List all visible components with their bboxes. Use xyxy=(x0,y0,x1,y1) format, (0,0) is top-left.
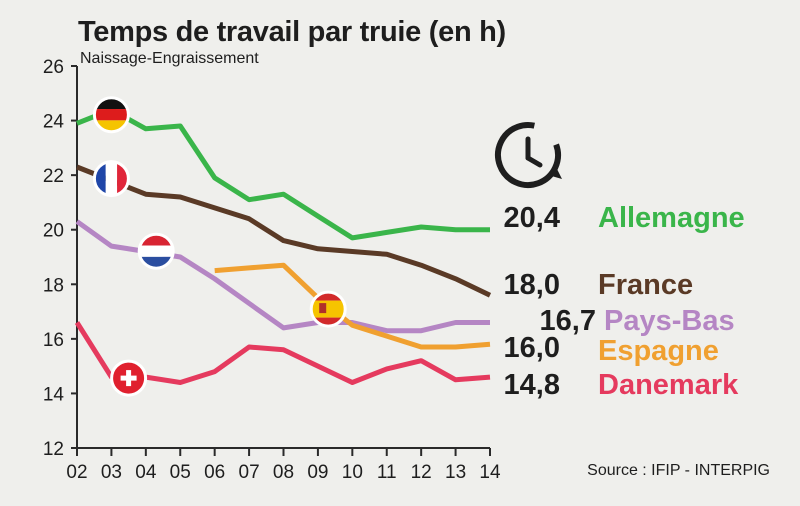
clock-refresh-icon xyxy=(495,122,562,188)
series-line-espagne xyxy=(214,262,491,350)
y-tick-label: 26 xyxy=(43,57,64,78)
netherlands-flag-icon xyxy=(137,232,175,270)
series-line-france xyxy=(76,164,492,298)
y-tick-label: 22 xyxy=(43,166,64,187)
x-tick-label: 04 xyxy=(135,462,157,483)
series-name-danemark: Danemark xyxy=(598,369,739,401)
x-tick-label: 12 xyxy=(411,462,432,483)
end-value-france: 18,0 xyxy=(504,269,560,301)
x-tick-label: 10 xyxy=(342,462,363,483)
series-line-allemagne xyxy=(76,107,490,241)
y-tick-label: 18 xyxy=(43,275,64,296)
end-value-danemark: 14,8 xyxy=(504,369,560,401)
series-lines xyxy=(74,107,492,385)
chart-title: Temps de travail par truie (en h) xyxy=(78,16,506,48)
denmark-flag-icon xyxy=(110,359,148,397)
series-name-france: France xyxy=(598,269,693,301)
chart-subtitle: Naissage-Engraissement xyxy=(80,50,259,67)
x-tick-label: 02 xyxy=(66,462,87,483)
y-tick-label: 12 xyxy=(43,439,64,460)
germany-flag-icon xyxy=(92,96,130,134)
series-flags xyxy=(92,96,347,397)
y-tick-label: 24 xyxy=(43,112,65,133)
chart-axes: 12 14 16 18 20 22 24 26 02 03 04 05 06 07 08 09 10 11 12 13… xyxy=(43,57,501,483)
x-tick-label: 11 xyxy=(377,462,397,483)
x-tick-label: 09 xyxy=(307,462,328,483)
x-tick-label: 08 xyxy=(273,462,294,483)
x-tick-label: 06 xyxy=(204,462,225,483)
y-tick-label: 16 xyxy=(43,330,64,351)
series-name-pays-bas: Pays-Bas xyxy=(604,305,735,337)
chart-source: Source : IFIP - INTERPIG xyxy=(587,462,770,479)
spain-flag-icon xyxy=(309,290,347,328)
y-tick-label: 20 xyxy=(43,221,64,242)
x-tick-label: 07 xyxy=(239,462,260,483)
x-tick-label: 13 xyxy=(445,462,466,483)
series-name-espagne: Espagne xyxy=(598,335,719,367)
x-tick-label: 03 xyxy=(101,462,122,483)
x-tick-label: 05 xyxy=(170,462,191,483)
x-tick-label: 14 xyxy=(479,462,501,483)
end-value-allemagne: 20,4 xyxy=(504,202,560,234)
end-value-pays-bas: 16,7 xyxy=(540,305,596,337)
y-tick-label: 14 xyxy=(43,384,65,405)
end-value-espagne: 16,0 xyxy=(504,332,560,364)
france-flag-icon xyxy=(92,160,130,198)
series-name-allemagne: Allemagne xyxy=(598,202,745,234)
